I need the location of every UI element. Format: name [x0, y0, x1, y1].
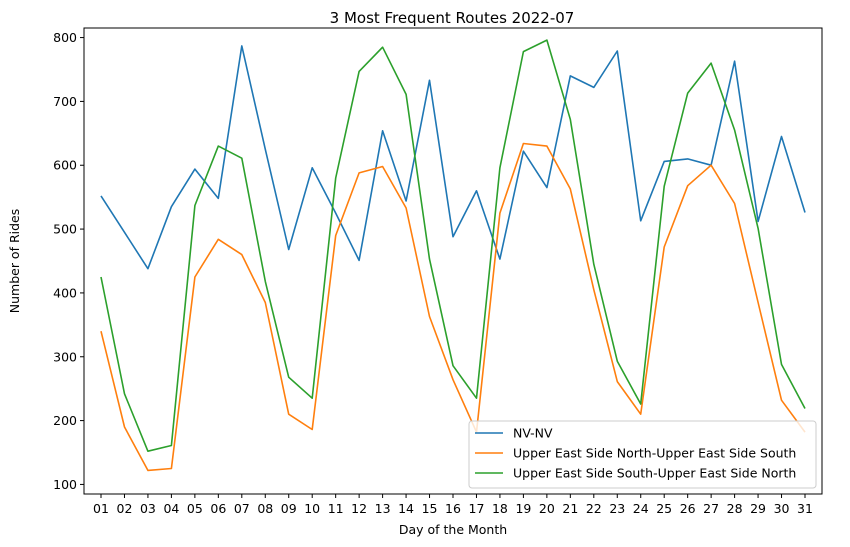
y-tick-label: 800 [53, 30, 77, 45]
legend: NV-NV Upper East Side North-Upper East Si… [468, 420, 817, 489]
x-tick-label: 11 [328, 501, 344, 516]
x-tick-label: 02 [117, 501, 133, 516]
x-axis: 01 02 03 04 05 06 07 08 09 10 11 12 13 14 15 16 17 18 19 20… [93, 494, 813, 516]
series-line-3 [100, 39, 806, 453]
legend-box [468, 420, 817, 489]
x-tick-label: 27 [703, 501, 719, 516]
y-tick-label: 600 [53, 158, 77, 173]
x-tick-label: 18 [492, 501, 508, 516]
x-axis-label: Day of the Month [399, 522, 507, 537]
y-tick-label: 700 [53, 94, 77, 109]
x-tick-label: 05 [187, 501, 203, 516]
y-tick-label: 200 [53, 413, 77, 428]
x-tick-label: 10 [304, 501, 320, 516]
x-tick-label: 17 [469, 501, 485, 516]
series-line-1 [100, 45, 806, 270]
x-tick-label: 09 [281, 501, 297, 516]
x-tick-label: 14 [398, 501, 414, 516]
y-axis: 100 200 300 400 500 600 700 800 [53, 30, 84, 492]
legend-label: NV-NV [513, 426, 553, 441]
plot-lines [100, 39, 806, 472]
legend-label: Upper East Side North-Upper East Side So… [513, 446, 796, 461]
y-tick-label: 500 [53, 222, 77, 237]
series-line-2 [100, 142, 806, 472]
x-tick-label: 30 [774, 501, 790, 516]
x-tick-label: 16 [445, 501, 461, 516]
x-tick-label: 26 [680, 501, 696, 516]
x-tick-label: 31 [797, 501, 813, 516]
y-tick-label: 400 [53, 285, 77, 300]
x-tick-label: 04 [163, 501, 179, 516]
x-tick-label: 15 [422, 501, 438, 516]
x-tick-label: 07 [234, 501, 250, 516]
x-tick-label: 22 [586, 501, 602, 516]
x-tick-label: 25 [656, 501, 672, 516]
x-tick-label: 08 [257, 501, 273, 516]
x-tick-label: 20 [539, 501, 555, 516]
x-tick-label: 12 [351, 501, 367, 516]
x-tick-label: 06 [210, 501, 226, 516]
x-tick-label: 24 [633, 501, 649, 516]
legend-label: Upper East Side South-Upper East Side No… [513, 466, 796, 481]
y-tick-label: 100 [53, 477, 77, 492]
x-tick-label: 28 [727, 501, 743, 516]
x-tick-label: 29 [750, 501, 766, 516]
x-tick-label: 23 [609, 501, 625, 516]
chart-title: 3 Most Frequent Routes 2022-07 [330, 9, 575, 27]
x-tick-label: 01 [93, 501, 109, 516]
x-tick-label: 03 [140, 501, 156, 516]
x-tick-label: 19 [515, 501, 531, 516]
y-tick-label: 300 [53, 349, 77, 364]
x-tick-label: 13 [375, 501, 391, 516]
y-axis-label: Number of Rides [7, 209, 22, 314]
x-tick-label: 21 [562, 501, 578, 516]
